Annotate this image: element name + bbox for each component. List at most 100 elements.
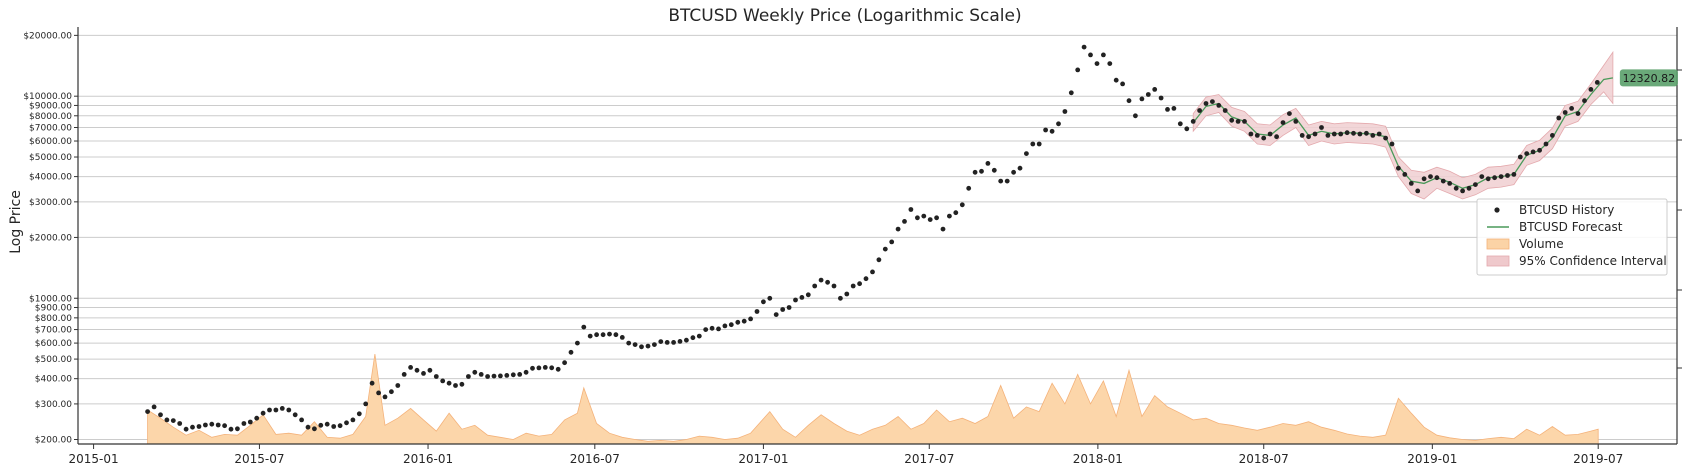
history-point: [1254, 133, 1260, 138]
history-point: [427, 367, 433, 373]
history-point: [1062, 109, 1068, 114]
history-point: [446, 380, 452, 386]
history-point: [305, 424, 311, 430]
history-point: [530, 365, 535, 371]
history-point: [1582, 98, 1587, 104]
history-point: [889, 239, 895, 245]
history-point: [882, 246, 888, 252]
history-point: [575, 340, 580, 346]
history-point: [1242, 119, 1247, 124]
history-point: [478, 372, 484, 377]
volume-area: [147, 353, 1599, 445]
x-tick-label: 2019-01: [1407, 452, 1457, 466]
history-point: [1011, 169, 1016, 175]
history-point: [1133, 113, 1138, 119]
history-point: [562, 360, 567, 366]
history-point: [761, 299, 766, 305]
history-point: [594, 332, 599, 338]
history-point: [1325, 133, 1331, 138]
history-point: [1505, 173, 1510, 178]
history-point: [652, 342, 657, 347]
history-point: [1152, 87, 1158, 92]
y-tick-label: $800.00: [35, 314, 72, 324]
legend-label: Volume: [1519, 237, 1564, 251]
history-point: [1428, 174, 1433, 180]
history-point: [658, 339, 664, 344]
history-point: [1101, 52, 1106, 58]
history-point: [1261, 135, 1267, 141]
history-point: [677, 339, 683, 344]
history-point: [382, 394, 388, 400]
history-point: [632, 342, 638, 347]
history-point: [934, 215, 939, 221]
history-point: [1190, 119, 1196, 124]
history-point: [767, 295, 773, 301]
history-point: [850, 283, 856, 289]
history-point: [209, 421, 215, 427]
history-point: [1267, 131, 1273, 137]
history-point: [1113, 77, 1119, 83]
y-tick-label: $20000.00: [23, 31, 72, 41]
history-point: [1588, 87, 1594, 92]
history-point: [722, 323, 728, 329]
y-tick-label: $7000.00: [29, 123, 72, 133]
history-point: [164, 417, 170, 423]
y-tick-label: $10000.00: [23, 92, 72, 102]
history-point: [1145, 92, 1151, 97]
history-point: [985, 161, 991, 166]
history-point: [299, 417, 304, 423]
history-point: [1274, 134, 1279, 140]
history-point: [1184, 126, 1190, 132]
confidence-band-path: [1192, 50, 1614, 200]
history-point: [491, 373, 497, 379]
history-point: [940, 226, 946, 232]
history-point: [1492, 175, 1497, 181]
forecast-annotation: 12320.82: [1619, 69, 1678, 87]
history-point: [696, 333, 702, 339]
history-point: [915, 215, 920, 221]
history-point: [1043, 127, 1048, 133]
history-point: [1139, 96, 1145, 102]
history-point: [1364, 130, 1369, 136]
y-tick-label: $8000.00: [29, 112, 72, 122]
history-point: [844, 291, 850, 297]
history-point: [1370, 133, 1376, 138]
y-tick-label: $2000.00: [29, 233, 72, 243]
history-point: [780, 307, 786, 312]
y-tick-label: $5000.00: [29, 153, 72, 163]
history-point: [716, 326, 721, 332]
history-point: [1473, 182, 1478, 188]
history-point: [1550, 133, 1555, 138]
legend-label: BTCUSD History: [1519, 203, 1614, 217]
history-point: [876, 257, 882, 263]
x-tick-label: 2017-01: [738, 452, 788, 466]
history-point: [203, 422, 208, 428]
history-point: [1280, 120, 1286, 125]
history-point: [1177, 121, 1183, 127]
history-point: [1030, 141, 1036, 147]
history-point: [1248, 131, 1254, 137]
history-point: [1453, 185, 1459, 191]
history-point: [1107, 61, 1113, 66]
history-point: [1210, 99, 1215, 104]
history-point: [1203, 101, 1209, 106]
history-point: [645, 343, 651, 349]
history-point: [542, 365, 548, 370]
history-point: [895, 226, 901, 232]
history-point: [555, 366, 561, 372]
history-point: [1017, 165, 1023, 171]
history-point: [1383, 135, 1388, 141]
history-point: [613, 332, 619, 338]
history-point: [318, 422, 324, 428]
history-point: [1299, 133, 1305, 138]
history-point: [927, 217, 933, 223]
history-point: [607, 331, 612, 337]
history-point: [703, 327, 709, 332]
history-point: [1171, 106, 1177, 111]
history-point: [1537, 147, 1542, 153]
history-point: [177, 421, 183, 426]
history-point: [1158, 95, 1164, 101]
y-axis-ticks: $20000.00 $10000.00$9000.00$8000.00$7000.…: [23, 31, 78, 445]
history-point: [273, 407, 279, 413]
history-point: [664, 340, 670, 345]
